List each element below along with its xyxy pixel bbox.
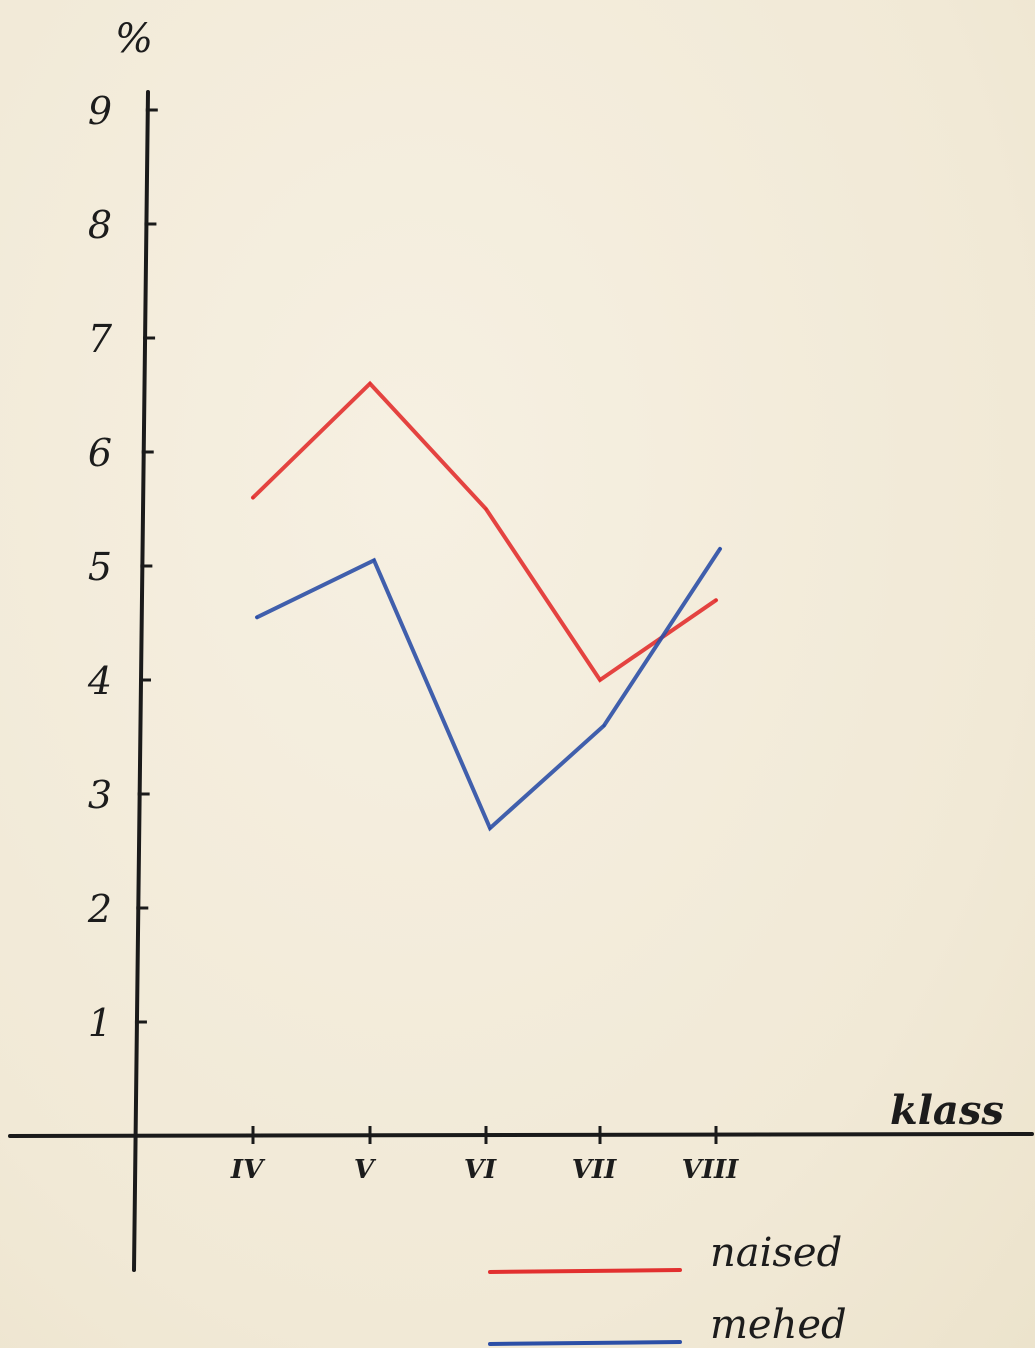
x-tick-label: VI xyxy=(464,1155,497,1185)
x-tick-label: VII xyxy=(572,1155,617,1185)
data-point xyxy=(598,678,602,682)
x-axis-label: klass xyxy=(890,1087,1004,1134)
y-ticks: 1 2 3 4 5 6 7 8 9 xyxy=(87,89,158,1045)
axes xyxy=(8,90,1034,1272)
y-tick-label: 6 xyxy=(88,431,112,475)
data-point xyxy=(484,507,488,511)
legend-swatch xyxy=(488,1268,682,1274)
y-tick-label: 7 xyxy=(88,317,113,361)
data-point xyxy=(251,496,255,500)
y-tick-label: 1 xyxy=(88,1001,112,1045)
data-point xyxy=(718,547,722,551)
series-line-1 xyxy=(255,546,722,832)
y-tick-label: 4 xyxy=(87,659,112,703)
y-tick-label: 8 xyxy=(88,203,112,247)
legend: naised mehed xyxy=(488,1230,847,1348)
legend-label: naised xyxy=(710,1230,842,1276)
x-tick-label: VIII xyxy=(682,1155,739,1185)
data-point xyxy=(714,598,718,602)
series-line-0 xyxy=(251,380,718,683)
x-tick-label: IV xyxy=(230,1155,266,1185)
y-axis-label: % xyxy=(115,16,153,62)
y-tick-label: 5 xyxy=(88,545,112,589)
series-lines xyxy=(251,380,722,832)
y-tick-label: 3 xyxy=(88,773,112,817)
legend-swatch xyxy=(488,1340,682,1346)
data-point xyxy=(372,558,376,562)
data-point xyxy=(488,826,492,830)
x-ticks: IV V VI VII VIII xyxy=(230,1126,739,1185)
y-tick-label: 9 xyxy=(88,89,112,133)
y-tick-label: 2 xyxy=(87,887,112,931)
x-axis-line xyxy=(8,1132,1034,1138)
data-point xyxy=(368,382,372,386)
data-point xyxy=(255,615,259,619)
legend-label: mehed xyxy=(710,1302,847,1348)
data-point xyxy=(602,724,606,728)
x-tick-label: V xyxy=(354,1155,377,1185)
